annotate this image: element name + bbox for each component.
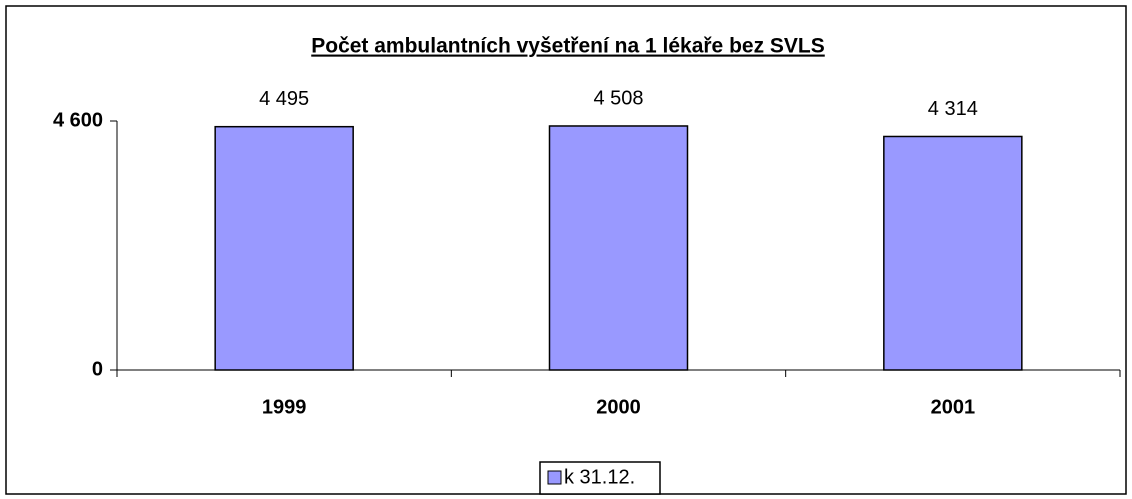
data-label: 4 495 [259,88,309,110]
y-tick-label: 4 600 [53,109,103,131]
bar [548,125,689,371]
bar [883,135,1023,371]
data-label: 4 314 [928,98,978,120]
x-tick-label: 1999 [262,396,307,418]
legend-swatch [547,470,562,485]
data-label: 4 508 [593,87,643,109]
x-tick-label: 2000 [596,396,641,418]
bar [214,125,354,371]
chart-title: Počet ambulantních vyšetření na 1 lékaře… [311,35,825,58]
x-tick-label: 2001 [931,396,976,418]
legend-label: k 31.12. [564,466,635,488]
y-tick-label: 0 [92,358,103,380]
